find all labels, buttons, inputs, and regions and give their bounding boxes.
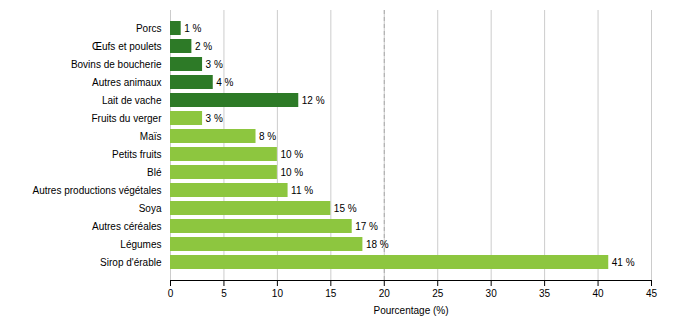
svg-text:Autres céréales: Autres céréales <box>92 221 161 232</box>
svg-text:5: 5 <box>221 288 227 299</box>
svg-text:12 %: 12 % <box>302 95 325 106</box>
svg-text:11 %: 11 % <box>291 185 313 196</box>
svg-text:Maïs: Maïs <box>140 131 162 142</box>
svg-text:1 %: 1 % <box>184 23 201 34</box>
svg-text:Sirop d'érable: Sirop d'érable <box>100 257 162 268</box>
svg-text:45: 45 <box>646 288 658 299</box>
svg-text:Autres animaux: Autres animaux <box>92 77 161 88</box>
svg-text:Soya: Soya <box>139 203 162 214</box>
svg-text:2 %: 2 % <box>195 41 212 52</box>
svg-text:Porcs: Porcs <box>136 23 162 34</box>
svg-text:15 %: 15 % <box>334 203 357 214</box>
svg-text:4 %: 4 % <box>216 77 233 88</box>
svg-text:8 %: 8 % <box>259 131 276 142</box>
svg-text:10 %: 10 % <box>280 167 303 178</box>
svg-text:3 %: 3 % <box>206 113 223 124</box>
svg-text:10 %: 10 % <box>280 149 303 160</box>
svg-text:35: 35 <box>539 288 551 299</box>
svg-text:15: 15 <box>325 288 337 299</box>
svg-text:Lait de vache: Lait de vache <box>102 95 162 106</box>
svg-text:3 %: 3 % <box>206 59 223 70</box>
svg-text:Blé: Blé <box>147 167 162 178</box>
svg-text:Œufs et poulets: Œufs et poulets <box>92 41 161 52</box>
svg-text:Petits fruits: Petits fruits <box>112 149 161 160</box>
svg-text:20: 20 <box>379 288 391 299</box>
svg-text:Autres productions végétales: Autres productions végétales <box>33 185 162 196</box>
svg-text:Pourcentage (%): Pourcentage (%) <box>373 305 448 316</box>
svg-text:Légumes: Légumes <box>120 239 161 250</box>
svg-text:Bovins de boucherie: Bovins de boucherie <box>71 59 162 70</box>
svg-text:41 %: 41 % <box>612 257 635 268</box>
svg-text:18 %: 18 % <box>366 239 389 250</box>
svg-text:0: 0 <box>168 288 174 299</box>
svg-text:Fruits du verger: Fruits du verger <box>91 113 162 124</box>
svg-text:30: 30 <box>486 288 498 299</box>
svg-text:40: 40 <box>592 288 604 299</box>
svg-text:17 %: 17 % <box>355 221 378 232</box>
svg-text:10: 10 <box>272 288 284 299</box>
svg-text:25: 25 <box>432 288 444 299</box>
